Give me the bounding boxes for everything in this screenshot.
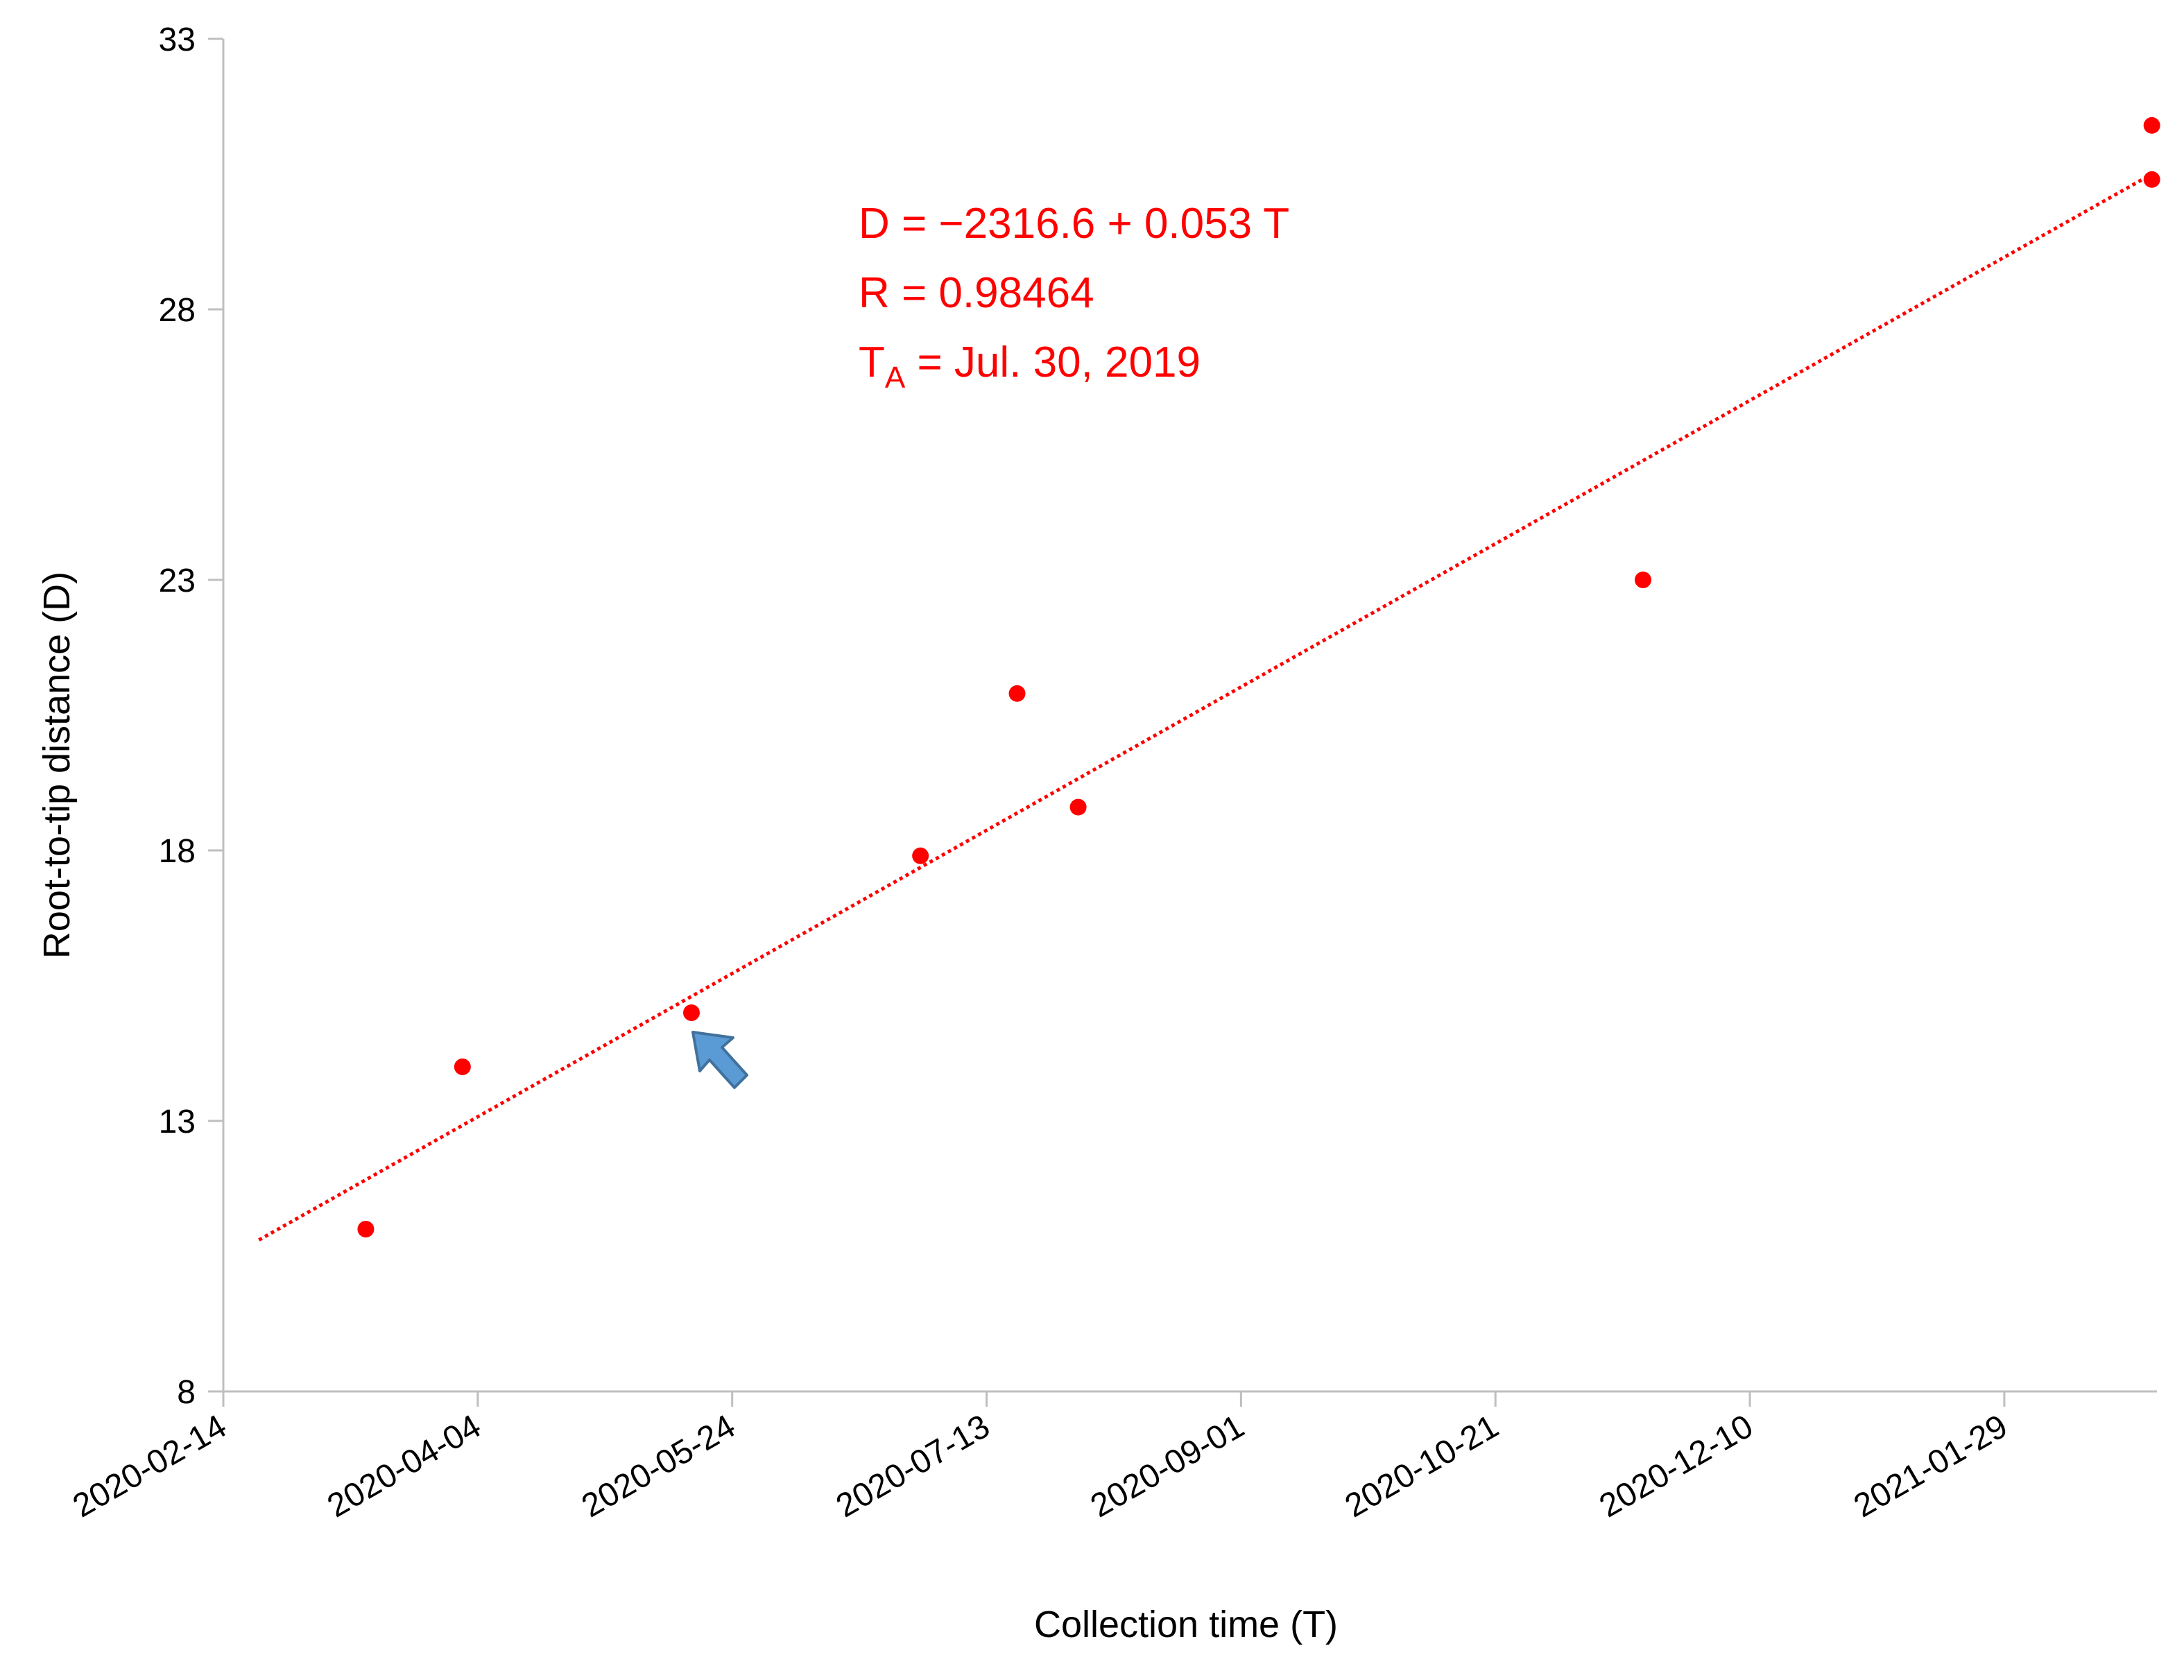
root-date-value: = Jul. 30, 2019 (905, 338, 1201, 386)
x-tick-label: 2020-05-24 (576, 1408, 741, 1525)
data-point (682, 1004, 700, 1021)
data-point (357, 1221, 375, 1237)
r-value-line: R = 0.98464 (859, 269, 1094, 317)
highlight-arrow-icon (691, 1031, 748, 1089)
root-date-line: TA = Jul. 30, 2019 (859, 338, 1201, 395)
data-point (1634, 572, 1651, 588)
data-point (912, 847, 929, 864)
y-tick-label: 18 (159, 833, 196, 870)
data-point (1008, 685, 1026, 702)
data-point (1069, 798, 1087, 816)
x-tick-label: 2020-02-14 (67, 1408, 232, 1525)
y-tick-label: 28 (159, 292, 196, 329)
x-tick-label: 2020-09-01 (1085, 1408, 1250, 1525)
data-points (357, 117, 2160, 1237)
x-axis-title: Collection time (T) (1034, 1604, 1338, 1645)
x-tick-label: 2020-04-04 (321, 1408, 487, 1525)
root-date-subscript: A (885, 361, 906, 395)
y-tick-label: 8 (177, 1374, 196, 1411)
data-point (2143, 117, 2160, 134)
y-tick-label: 13 (159, 1104, 196, 1140)
data-point (454, 1058, 471, 1075)
root-date-symbol: T (859, 338, 885, 386)
y-tick-label: 33 (159, 22, 196, 58)
x-tick-label: 2020-07-13 (830, 1408, 996, 1525)
y-tick-label: 23 (159, 563, 196, 599)
x-tick-label: 2021-01-29 (1848, 1408, 2013, 1525)
equation-line: D = −2316.6 + 0.053 T (859, 200, 1289, 248)
x-tick-label: 2020-12-10 (1593, 1408, 1759, 1525)
x-tick-label: 2020-10-21 (1339, 1408, 1505, 1525)
y-axis-title: Root-to-tip distance (D) (36, 572, 78, 959)
data-point (2143, 171, 2160, 188)
y-axis-ticks: 8 13 18 23 28 33 (159, 22, 223, 1411)
arrow-shape (691, 1031, 748, 1089)
trendline (258, 172, 2153, 1242)
axes (222, 39, 2157, 1393)
x-axis-ticks: 2020-02-14 2020-04-04 2020-05-24 2020-07-13… (67, 1391, 2013, 1525)
regression-annotation: D = −2316.6 + 0.053 T R = 0.98464 TA = J… (859, 200, 1289, 395)
